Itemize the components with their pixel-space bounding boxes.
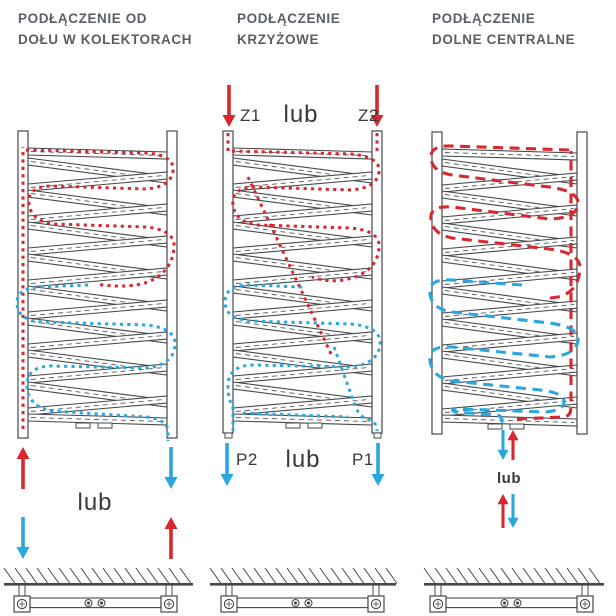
cold-out-arrow-p1 bbox=[371, 443, 385, 486]
hot-path-2 bbox=[231, 149, 381, 283]
hot-diagonal-2 bbox=[246, 176, 334, 357]
label-p2: P2 bbox=[236, 450, 258, 469]
hot-in-arrow-1b bbox=[164, 517, 178, 559]
diagram2-title: PODŁĄCZENIE KRZYŻOWE bbox=[237, 8, 340, 50]
hot-path-1 bbox=[25, 148, 176, 288]
diagram2-or-top-label: lub bbox=[283, 101, 319, 128]
hot-in-arrow-z1 bbox=[222, 85, 236, 127]
cold-out-arrow-3a bbox=[497, 430, 509, 460]
cold-diagonal-2 bbox=[332, 346, 379, 432]
radiator-3 bbox=[431, 131, 588, 435]
diagram3-title-line2: DOLNE CENTRALNE bbox=[432, 32, 576, 47]
radiator-3-right-collector bbox=[576, 131, 588, 435]
diagram1-or-label: lub bbox=[77, 489, 113, 516]
hot-entry-3 bbox=[516, 151, 573, 421]
cold-path-1 bbox=[15, 283, 177, 441]
cold-out-arrow-p2 bbox=[220, 443, 234, 486]
diagram2-title-line2: KRZYŻOWE bbox=[237, 32, 320, 47]
diagram3-title: PODŁĄCZENIE DOLNE CENTRALNE bbox=[432, 8, 575, 50]
radiator-1-right-collector bbox=[166, 130, 178, 439]
radiator-2-right-collector bbox=[371, 130, 383, 434]
diagram1-title-line1: PODŁĄCZENIE OD bbox=[18, 11, 148, 26]
label-z2: Z2 bbox=[358, 106, 379, 125]
hot-path-3 bbox=[429, 144, 582, 301]
hot-in-arrow-3b bbox=[497, 494, 509, 528]
hot-in-arrow-1a bbox=[16, 447, 30, 489]
cold-out-arrow-1b bbox=[16, 517, 30, 559]
hot-in-arrow-3a bbox=[507, 430, 519, 460]
cold-path-3 bbox=[428, 278, 580, 428]
radiator-1 bbox=[17, 130, 178, 439]
diagram2-title-line1: PODŁĄCZENIE bbox=[237, 11, 341, 26]
diagram1-title: PODŁĄCZENIE OD DOŁU W KOLEKTORACH bbox=[18, 8, 192, 50]
cold-path-2 bbox=[223, 283, 382, 431]
wall-mount-2 bbox=[209, 567, 398, 613]
label-z1: Z1 bbox=[240, 106, 261, 125]
hot-in-arrow-z2 bbox=[370, 85, 384, 127]
diagram2-or-bottom-label: lub bbox=[285, 446, 321, 473]
diagram3-or-label: lub bbox=[497, 470, 521, 487]
wall-mount-1 bbox=[3, 567, 193, 613]
diagram1-title-line2: DOŁU W KOLEKTORACH bbox=[18, 32, 193, 47]
radiator-1-left-collector bbox=[17, 130, 29, 439]
hot-inlets-2 bbox=[226, 133, 379, 153]
radiator-2 bbox=[222, 130, 383, 439]
cold-out-arrow-1a bbox=[164, 447, 178, 489]
diagram3-title-line1: PODŁĄCZENIE bbox=[432, 11, 536, 26]
cold-out-arrow-3b bbox=[507, 494, 519, 528]
label-p1: P1 bbox=[352, 450, 374, 469]
wall-mount-3 bbox=[423, 567, 604, 613]
